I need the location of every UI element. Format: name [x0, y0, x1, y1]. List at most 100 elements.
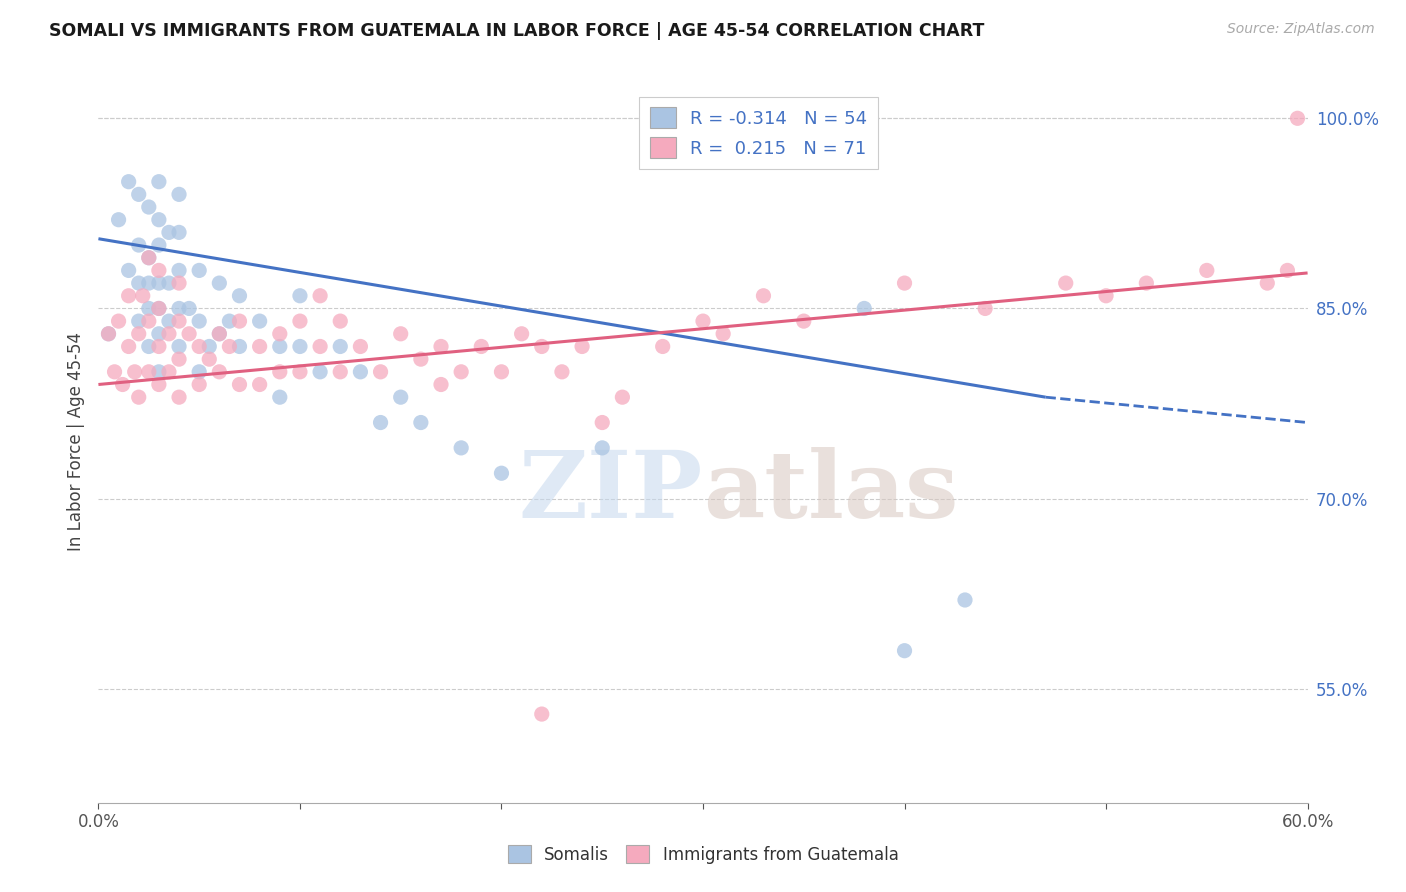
Point	[893, 643, 915, 657]
Point	[148, 175, 170, 189]
Point	[430, 377, 453, 392]
Y-axis label: In Labor Force | Age 45-54: In Labor Force | Age 45-54	[66, 332, 84, 551]
Text: SOMALI VS IMMIGRANTS FROM GUATEMALA IN LABOR FORCE | AGE 45-54 CORRELATION CHART: SOMALI VS IMMIGRANTS FROM GUATEMALA IN L…	[49, 22, 984, 40]
Point	[953, 593, 976, 607]
Point	[491, 467, 513, 481]
Point	[138, 314, 160, 328]
Point	[1135, 276, 1157, 290]
Point	[111, 377, 134, 392]
Point	[167, 352, 190, 367]
Point	[1277, 263, 1299, 277]
Point	[148, 326, 170, 341]
Point	[228, 314, 250, 328]
Text: Source: ZipAtlas.com: Source: ZipAtlas.com	[1227, 22, 1375, 37]
Point	[167, 390, 190, 404]
Point	[179, 301, 201, 316]
Point	[198, 339, 221, 353]
Point	[97, 326, 120, 341]
Point	[128, 238, 150, 252]
Point	[329, 339, 352, 353]
Point	[148, 276, 170, 290]
Point	[138, 339, 160, 353]
Point	[167, 226, 190, 240]
Point	[138, 301, 160, 316]
Point	[218, 314, 240, 328]
Point	[711, 326, 734, 341]
Point	[124, 365, 146, 379]
Point	[491, 365, 513, 379]
Point	[288, 314, 311, 328]
Point	[148, 377, 170, 392]
Point	[138, 251, 160, 265]
Point	[288, 339, 311, 353]
Point	[157, 314, 180, 328]
Point	[370, 365, 392, 379]
Point	[167, 276, 190, 290]
Point	[692, 314, 714, 328]
Point	[128, 390, 150, 404]
Point	[167, 187, 190, 202]
Point	[309, 289, 332, 303]
Point	[591, 441, 613, 455]
Point	[329, 314, 352, 328]
Point	[269, 326, 291, 341]
Point	[118, 289, 141, 303]
Point	[128, 276, 150, 290]
Point	[1256, 276, 1278, 290]
Point	[1286, 112, 1309, 126]
Legend: Somalis, Immigrants from Guatemala: Somalis, Immigrants from Guatemala	[501, 838, 905, 871]
Point	[349, 365, 371, 379]
Point	[510, 326, 533, 341]
Point	[208, 365, 231, 379]
Point	[157, 226, 180, 240]
Point	[138, 200, 160, 214]
Point	[167, 339, 190, 353]
Point	[103, 365, 125, 379]
Text: atlas: atlas	[703, 447, 959, 537]
Point	[148, 365, 170, 379]
Point	[228, 377, 250, 392]
Point	[188, 314, 211, 328]
Point	[157, 276, 180, 290]
Point	[974, 301, 997, 316]
Point	[198, 352, 221, 367]
Point	[1095, 289, 1118, 303]
Text: ZIP: ZIP	[519, 447, 703, 537]
Point	[228, 289, 250, 303]
Point	[188, 339, 211, 353]
Point	[188, 263, 211, 277]
Point	[138, 365, 160, 379]
Point	[128, 187, 150, 202]
Point	[118, 263, 141, 277]
Point	[249, 377, 271, 392]
Point	[107, 212, 129, 227]
Point	[551, 365, 574, 379]
Point	[309, 339, 332, 353]
Point	[893, 276, 915, 290]
Point	[793, 314, 815, 328]
Point	[228, 339, 250, 353]
Point	[249, 339, 271, 353]
Point	[430, 339, 453, 353]
Point	[1054, 276, 1077, 290]
Point	[128, 314, 150, 328]
Point	[118, 175, 141, 189]
Point	[591, 416, 613, 430]
Point	[148, 212, 170, 227]
Point	[188, 365, 211, 379]
Point	[218, 339, 240, 353]
Point	[651, 339, 673, 353]
Point	[249, 314, 271, 328]
Point	[1195, 263, 1218, 277]
Point	[138, 251, 160, 265]
Point	[148, 238, 170, 252]
Point	[530, 707, 553, 722]
Point	[128, 326, 150, 341]
Point	[107, 314, 129, 328]
Point	[208, 326, 231, 341]
Point	[853, 301, 876, 316]
Point	[349, 339, 371, 353]
Point	[167, 263, 190, 277]
Point	[269, 390, 291, 404]
Point	[118, 339, 141, 353]
